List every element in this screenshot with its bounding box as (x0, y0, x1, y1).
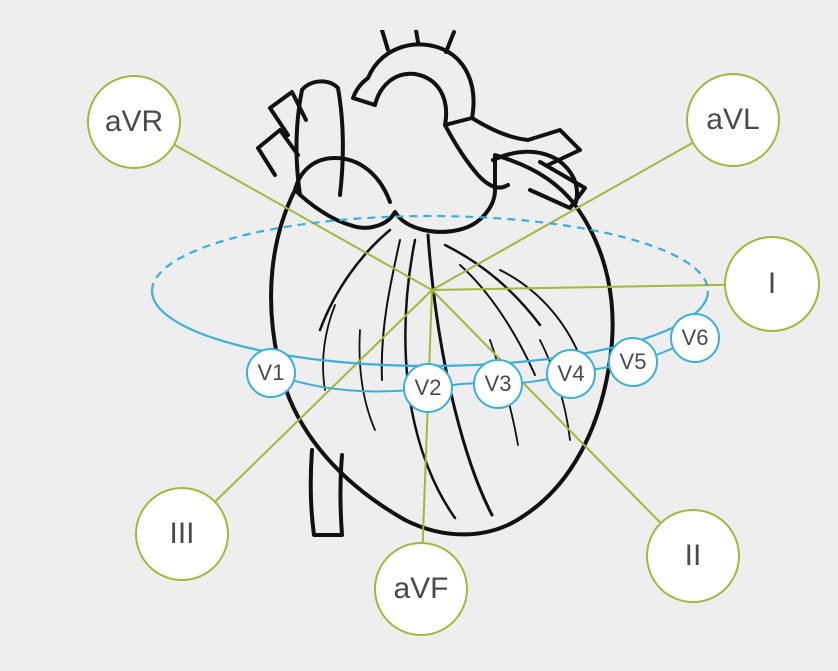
lead-v3-label: V3 (485, 371, 512, 397)
lead-ii-label: II (685, 539, 702, 573)
lead-v2-label: V2 (415, 375, 442, 401)
lead-v5-label: V5 (620, 349, 647, 375)
lead-v6-node: V6 (670, 313, 720, 363)
lead-v5-node: V5 (608, 337, 658, 387)
lead-avf-node: aVF (374, 542, 468, 636)
precordial-connection (271, 338, 695, 391)
heart-outline (240, 30, 620, 550)
lead-avl-label: aVL (706, 103, 759, 137)
lead-ii-node: II (646, 509, 740, 603)
lead-avl-node: aVL (686, 73, 780, 167)
lead-v6-label: V6 (682, 325, 709, 351)
lead-v2-node: V2 (403, 363, 453, 413)
lead-avr-node: aVR (87, 75, 181, 169)
horizontal-plane (152, 216, 708, 366)
ecg-lead-diagram: aVR aVL I II III aVF V1 V2 V3 V4 V5 V6 (0, 0, 838, 671)
lead-v1-node: V1 (246, 348, 296, 398)
lead-iii-label: III (169, 517, 194, 551)
connection-lines-svg (0, 0, 838, 671)
lead-v3-node: V3 (473, 359, 523, 409)
lead-v4-node: V4 (546, 349, 596, 399)
lead-i-node: I (724, 236, 820, 332)
lead-v1-label: V1 (258, 360, 285, 386)
lead-avf-label: aVF (393, 572, 448, 606)
lead-v4-label: V4 (558, 361, 585, 387)
lead-iii-node: III (135, 487, 229, 581)
limb-lead-rays (134, 120, 772, 589)
lead-avr-label: aVR (105, 105, 163, 139)
lead-i-label: I (768, 267, 776, 301)
